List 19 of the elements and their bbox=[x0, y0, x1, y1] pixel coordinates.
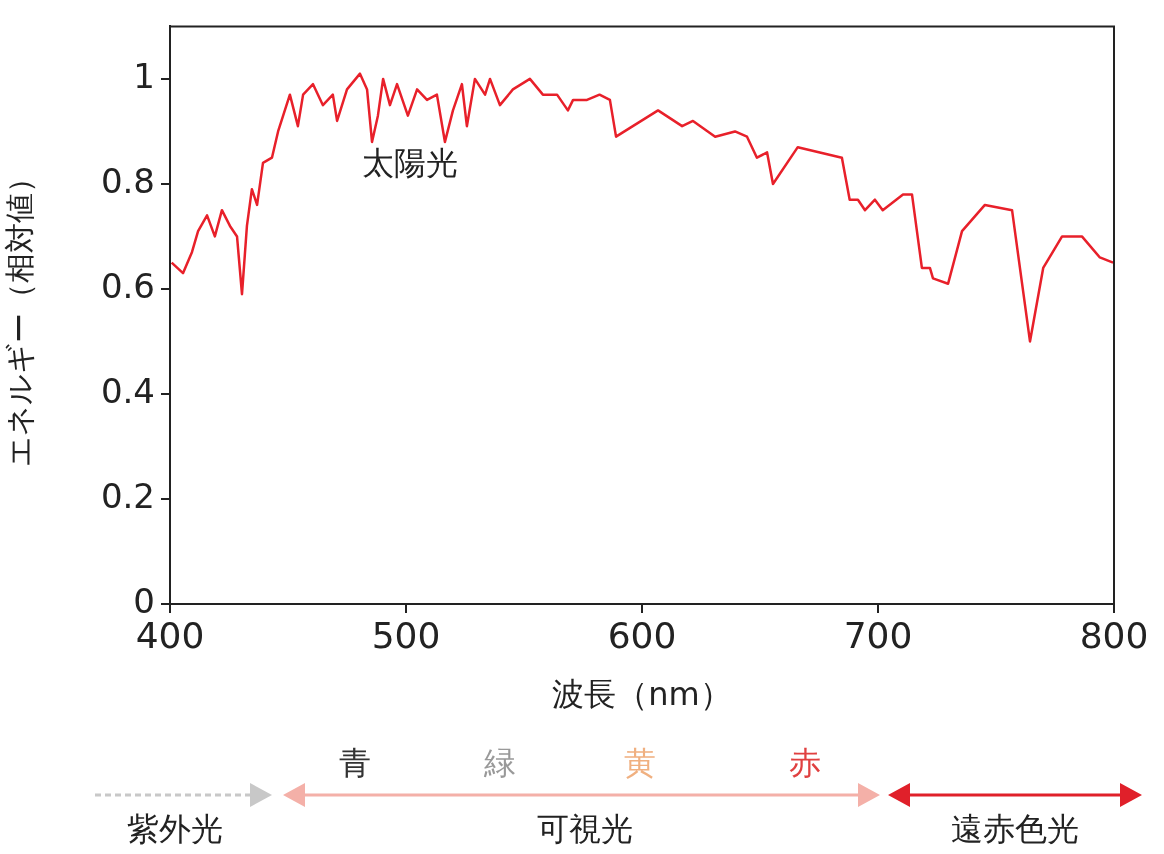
y-axis-title: エネルギー（相対値） bbox=[1, 163, 37, 468]
text: 可視光 bbox=[537, 809, 633, 850]
y-tick-label: 0.2 bbox=[100, 475, 155, 516]
text: 遠赤色光 bbox=[951, 809, 1079, 850]
text: 紫外光 bbox=[127, 809, 223, 850]
series-label: 太陽光 bbox=[361, 143, 458, 182]
x-tick-label: 800 bbox=[1079, 614, 1149, 656]
x-tick-label: 500 bbox=[371, 614, 441, 656]
text: 青 bbox=[339, 743, 371, 784]
x-tick-label: 600 bbox=[607, 614, 677, 656]
x-tick-label: 700 bbox=[843, 614, 913, 656]
text: 赤 bbox=[789, 743, 821, 784]
x-axis-title: 波長（nm） bbox=[552, 675, 732, 714]
y-tick-label: 0.8 bbox=[100, 160, 155, 201]
text: 黄 bbox=[624, 743, 656, 784]
y-tick-label: 0.6 bbox=[100, 265, 155, 306]
y-tick-label: 1 bbox=[133, 55, 155, 96]
y-tick-label: 0.4 bbox=[100, 370, 155, 411]
text: 緑 bbox=[484, 743, 516, 784]
